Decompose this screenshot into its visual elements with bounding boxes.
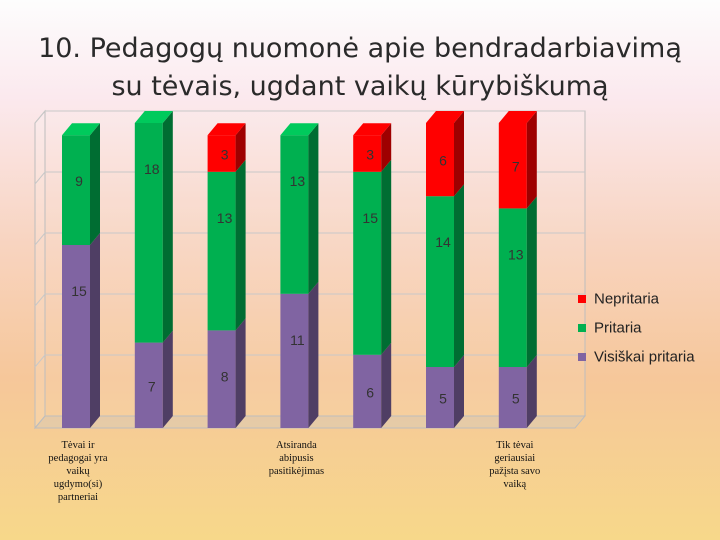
bar-segment [62,135,90,245]
legend-swatch [578,295,586,304]
bar-segment [353,135,382,172]
data-label: 6 [439,153,447,169]
category-label: vaiką [503,479,526,490]
legend-label: Nepritaria [594,290,660,308]
bar-segment-side [235,159,246,331]
category-label: Atsiranda [276,440,317,451]
category-label: geriausiai [494,453,535,464]
legend-label: Visiškai pritaria [594,348,695,366]
bar-segment [207,330,236,428]
bar-segment [62,245,90,428]
bar-segment-side [162,111,173,343]
bar-segment-side [381,159,392,355]
data-label: 14 [435,234,451,250]
category-label: pedagogai yra [48,453,108,464]
legend-swatch [578,353,586,362]
legend-label: Pritaria [594,319,642,337]
category-label: vaikų [66,466,90,477]
category-label: Tik tėvai [496,440,533,451]
data-label: 15 [362,210,378,226]
chart-title-line2: su tėvais, ugdant vaikų kūrybiškumą [111,71,609,102]
bar-segment-side [90,123,100,245]
bar-segment-side [162,330,173,428]
bar-segment [426,367,454,428]
data-label: 13 [508,246,524,262]
category-label: Tėvai ir [62,440,95,451]
data-label: 6 [366,384,374,400]
data-label: 5 [439,391,447,407]
legend-item: Visiškai pritaria [578,348,695,366]
gridline [34,354,585,368]
bar-segment [353,354,382,428]
data-label: 11 [290,332,305,348]
bar-segment-top [280,123,319,136]
bar-segment-side [308,281,319,428]
bar-segment-side [526,111,537,209]
bar-segment-side [90,233,100,428]
bar-segment-top [207,123,246,136]
bar-segment [134,123,163,343]
bar-segment-top [426,111,464,123]
bar-segment-side [381,123,392,172]
bar-segment [207,171,236,331]
gridline [34,110,585,124]
gridline [34,232,585,246]
category-label: ugdymo(si) [54,479,103,490]
bar-segment [280,135,309,294]
gridline [34,293,585,307]
data-label: 18 [144,161,160,177]
data-label: 15 [71,283,87,299]
bar-segment-top [353,123,392,136]
bar-segment [207,135,236,172]
category-label: pažįsta savo [489,466,540,477]
data-label: 3 [366,147,374,163]
bar-segment-side [235,123,246,172]
bar-segment-top [134,111,173,123]
chart-title: 10. Pedagogų nuomonė apie bendradarbiavi… [0,30,720,106]
bar-segment-side [235,318,246,428]
bar-segment-top [498,111,537,123]
bar-segment [280,293,309,428]
data-label: 13 [290,173,306,189]
bar-segment-side [454,184,464,367]
bar-segment [353,171,382,355]
data-label: 8 [221,368,229,384]
bar-segment [498,208,527,367]
category-label: partneriai [58,492,98,503]
bar-segment-side [308,123,319,294]
gridline [34,171,585,185]
legend-swatch [578,324,586,333]
data-label: 7 [148,378,156,394]
data-label: 9 [75,173,83,189]
bar-segment [134,342,163,428]
data-label: 5 [512,391,520,407]
chart-title-line1: 10. Pedagogų nuomonė apie bendradarbiavi… [38,33,682,64]
bar-segment-top [62,123,100,136]
bar-segment [498,123,527,209]
bar-segment-side [526,355,537,428]
data-label: 3 [221,147,229,163]
bar-segment-side [454,111,464,197]
bar-segment [426,123,454,197]
bar-segment-side [526,196,537,367]
bar-segment [498,367,527,428]
category-label: abipusis [279,453,313,464]
side-wall [34,109,46,430]
category-label: pasitikėjimas [269,466,324,477]
legend-item: Pritaria [578,319,642,337]
bar-segment [426,196,454,367]
data-label: 7 [512,159,520,175]
data-label: 13 [217,210,233,226]
legend-item: Nepritaria [578,290,659,308]
bar-segment-side [381,342,392,428]
bar-segment-side [454,355,464,428]
